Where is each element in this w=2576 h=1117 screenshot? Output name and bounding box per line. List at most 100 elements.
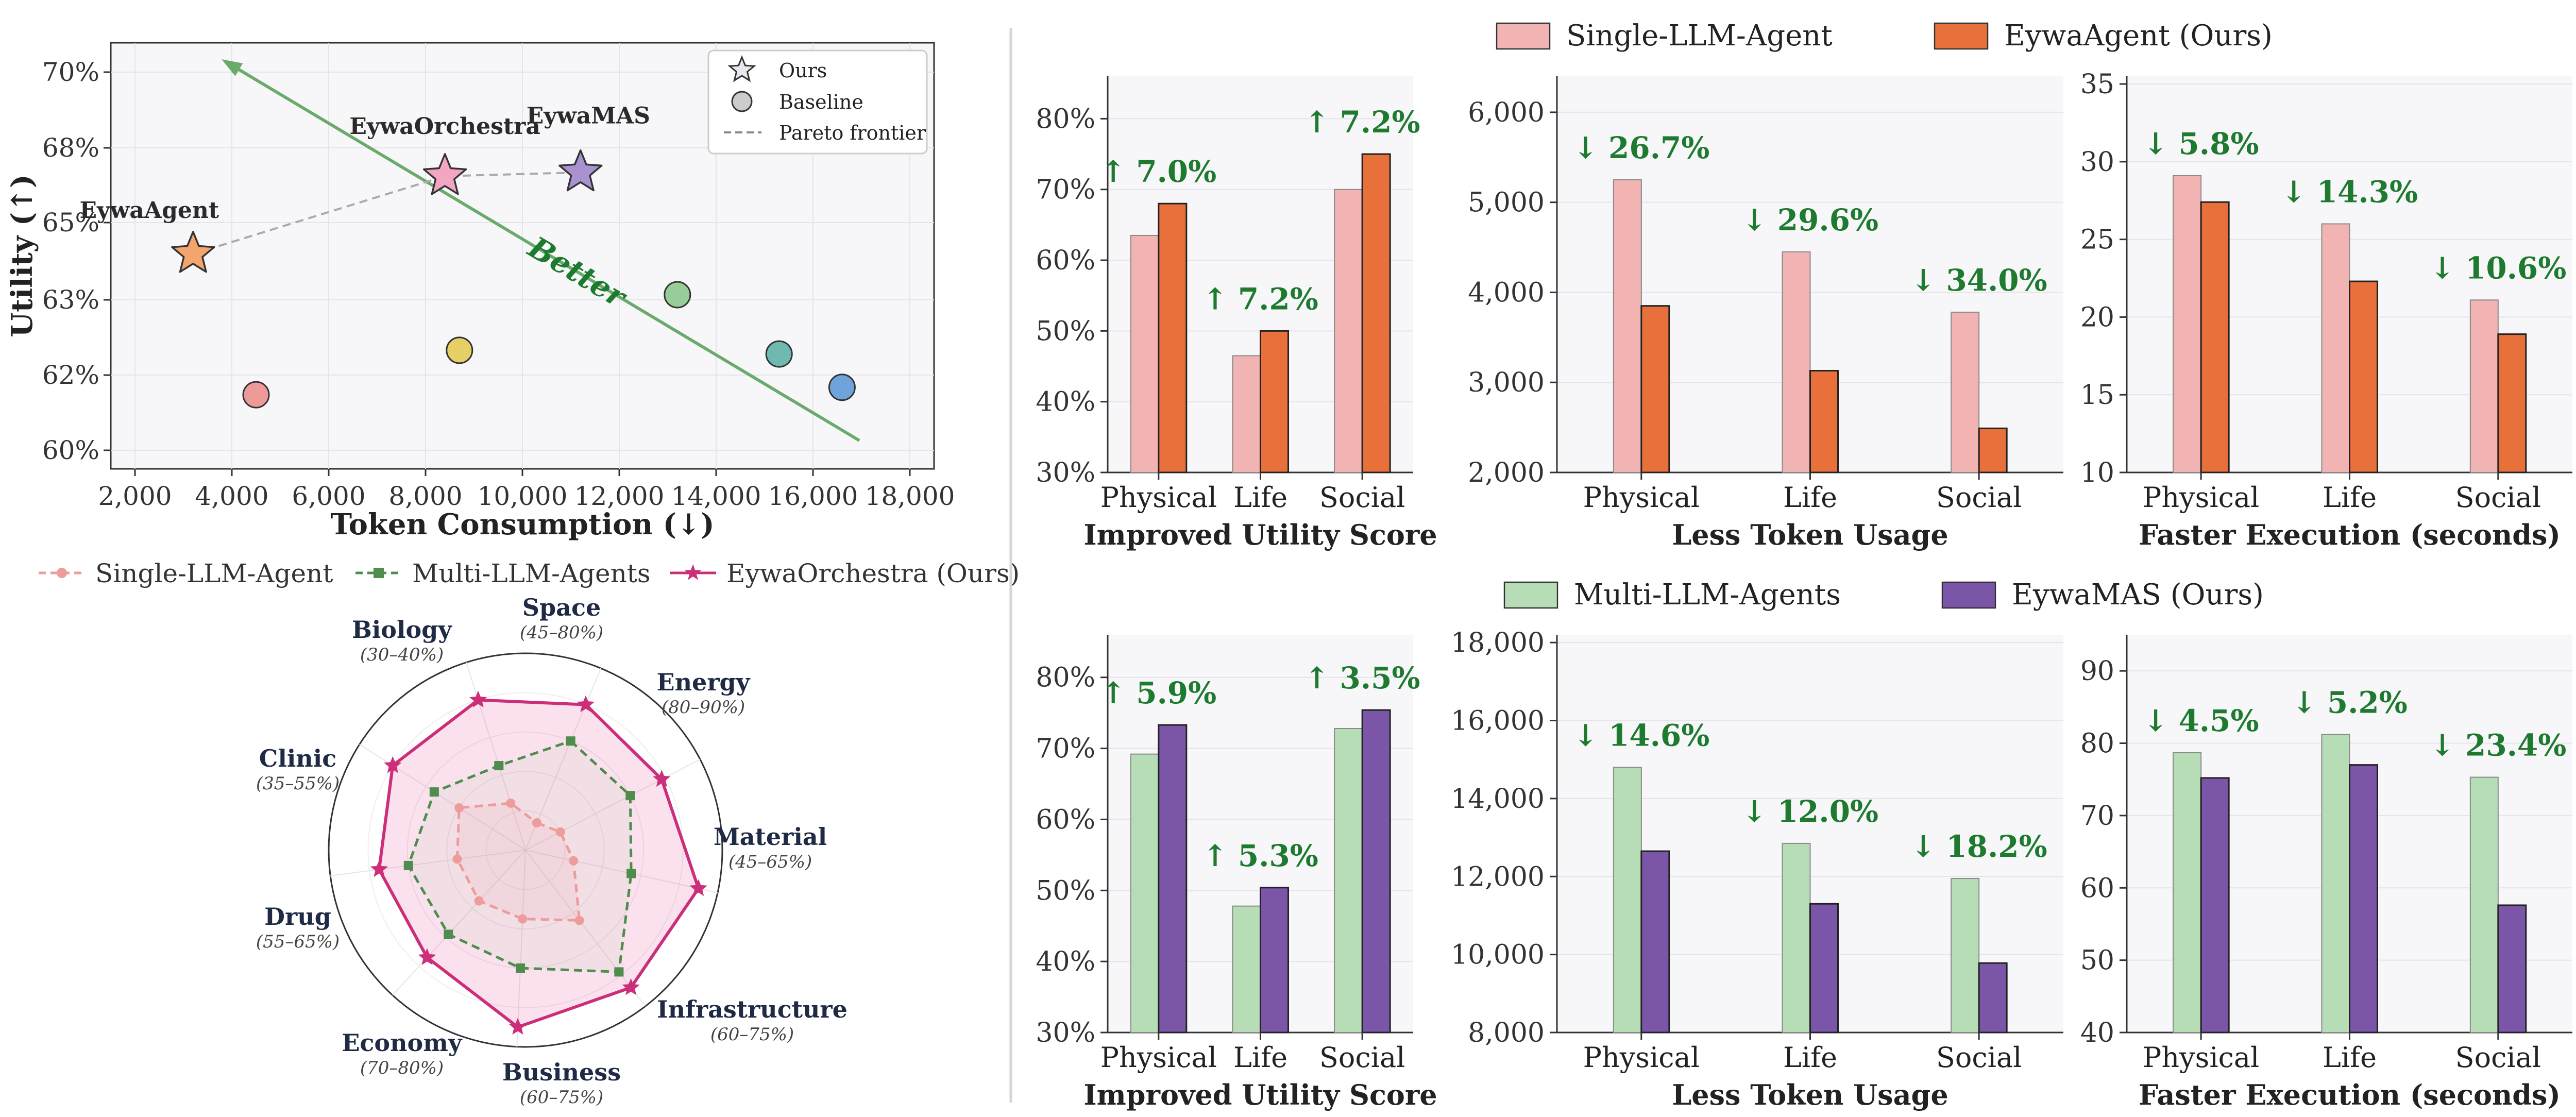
bar-x-axis-label: Faster Execution (seconds) — [2139, 518, 2561, 551]
baseline-bar — [1951, 878, 1980, 1033]
radar-axis-label: Economy — [342, 1029, 463, 1057]
ours-bar — [1260, 330, 1289, 473]
bar-category-label: Social — [1319, 1041, 1405, 1074]
ours-bar — [1361, 709, 1391, 1034]
bar-annotation: ↓ 18.2% — [1911, 829, 2047, 864]
bar-y-tick-label: 16,000 — [1451, 706, 1545, 737]
bar-y-tick-label: 30% — [1036, 1018, 1095, 1048]
ours-bar — [1809, 903, 1839, 1034]
bar-y-tick-label: 14,000 — [1451, 784, 1545, 815]
bar-y-tick-label: 25 — [2080, 225, 2114, 256]
bar-category-label: Life — [1233, 481, 1287, 514]
radar-point — [566, 736, 575, 746]
ours-bar — [1978, 427, 2008, 473]
ours-bar — [1158, 202, 1188, 473]
bar-category-label: Physical — [1583, 1041, 1700, 1074]
bar-category-label: Life — [1783, 1041, 1837, 1074]
bar-chart-panel: 8,000 10,000 12,000 14,000 16,000 18,000 Physi… — [1451, 628, 2063, 1111]
radar-grid-ring — [485, 810, 566, 890]
radar-axis-range: (45–80%) — [520, 622, 603, 643]
bar-y-tick-label: 50% — [1036, 316, 1095, 347]
radar-axis-range: (60–75%) — [520, 1087, 603, 1108]
bar-annotation: ↓ 23.4% — [2430, 728, 2566, 763]
bar-y-tick-label: 90 — [2080, 656, 2114, 687]
bar-y-tick-label: 60 — [2080, 873, 2114, 904]
radar-spoke — [359, 743, 526, 851]
radar-point — [403, 860, 413, 870]
bar-chart-panel: 10 15 20 25 30 35 Physical ↓ 5.8% Life ↓ 14.3% Soc… — [2080, 69, 2572, 551]
radar-legend-label: EywaOrchestra (Ours) — [726, 558, 1020, 588]
better-arrow-line — [232, 64, 860, 442]
bar-y-tick-label: 6,000 — [1468, 97, 1545, 128]
ours-bar — [1361, 153, 1391, 473]
legend-star-icon — [727, 55, 756, 82]
bar-annotation: ↑ 7.0% — [1100, 154, 1216, 189]
bar-x-axis-label: Improved Utility Score — [1083, 1078, 1437, 1111]
radar-spoke — [466, 662, 526, 851]
bar-annotation: ↑ 5.3% — [1202, 838, 1318, 873]
scatter-x-tick-label: 10,000 — [478, 481, 568, 511]
bar-category-label: Life — [2323, 1041, 2377, 1074]
radar-grid-ring — [367, 692, 684, 1008]
bar-annotation: ↓ 14.3% — [2281, 174, 2418, 209]
radar-point — [429, 787, 439, 797]
radar-point — [370, 860, 388, 877]
radar-point — [452, 854, 462, 864]
baseline-bar — [1951, 311, 1980, 473]
bar-chart-panel: 2,000 3,000 4,000 5,000 6,000 Physical ↓ 26.7%… — [1468, 76, 2063, 551]
bar-category-label: Life — [2323, 481, 2377, 514]
bar-y-tick-label: 18,000 — [1451, 628, 1545, 658]
bar-annotation: ↓ 14.6% — [1573, 718, 1709, 753]
ours-star-point — [171, 231, 215, 273]
radar-axis-label: Space — [522, 594, 601, 621]
scatter-y-tick-label: 62% — [42, 360, 99, 390]
radar-point — [469, 690, 487, 708]
scatter-x-axis-label: Token Consumption (↓) — [330, 507, 714, 541]
radar-point — [622, 978, 640, 995]
ours-bar — [1260, 887, 1289, 1034]
radar-series-line — [455, 802, 581, 922]
scatter-y-tick-label: 68% — [42, 133, 99, 163]
ours-bar — [1640, 305, 1670, 473]
bar-x-axis-label: Less Token Usage — [1672, 518, 1948, 551]
radar-series-line — [377, 698, 700, 1029]
radar-spoke — [525, 850, 646, 1007]
baseline-bar — [1613, 179, 1642, 473]
baseline-point — [664, 281, 691, 309]
radar-axis-range: (80–90%) — [662, 697, 745, 718]
scatter-x-tick-label: 16,000 — [768, 481, 858, 511]
radar-point — [532, 818, 541, 828]
radar-point — [614, 967, 624, 977]
bar-annotation: ↑ 7.2% — [1304, 105, 1420, 140]
radar-point — [653, 770, 671, 787]
radar-point — [454, 803, 464, 813]
scatter-legend-ours: Ours — [779, 59, 827, 82]
radar-area — [408, 741, 632, 972]
bar-y-tick-label: 5,000 — [1468, 188, 1545, 218]
radar-legend-marker — [374, 568, 384, 578]
bar-y-tick-label: 80% — [1036, 104, 1095, 134]
radar-point — [494, 761, 504, 771]
baseline-bar — [1130, 753, 1159, 1033]
radar-point — [625, 791, 635, 801]
legend-swatch — [1934, 22, 1989, 50]
bar-category-label: Physical — [2143, 481, 2259, 514]
legend-swatch — [1503, 581, 1558, 609]
bar-category-label: Physical — [1100, 1041, 1217, 1074]
bar-y-tick-label: 10 — [2080, 458, 2114, 488]
bar-category-label: Physical — [1583, 481, 1700, 514]
scatter-y-tick-label: 70% — [42, 57, 99, 87]
ours-star-point — [422, 153, 467, 195]
scatter-x-tick-label: 12,000 — [574, 481, 665, 511]
baseline-bar — [1782, 842, 1811, 1033]
baseline-point — [242, 381, 270, 409]
radar-axis-label: Infrastructure — [657, 995, 848, 1023]
legend-label: Single-LLM-Agent — [1566, 19, 1833, 53]
bar-y-tick-label: 2,000 — [1468, 458, 1545, 488]
radar-point — [689, 879, 707, 896]
bottom-bar-legend: Multi-LLM-Agents EywaMAS (Ours) — [1503, 578, 2264, 612]
radar-point — [626, 869, 636, 878]
baseline-point — [765, 340, 793, 368]
scatter-legend-pareto: Pareto frontier — [779, 122, 926, 144]
scatter-legend-box — [707, 49, 928, 155]
